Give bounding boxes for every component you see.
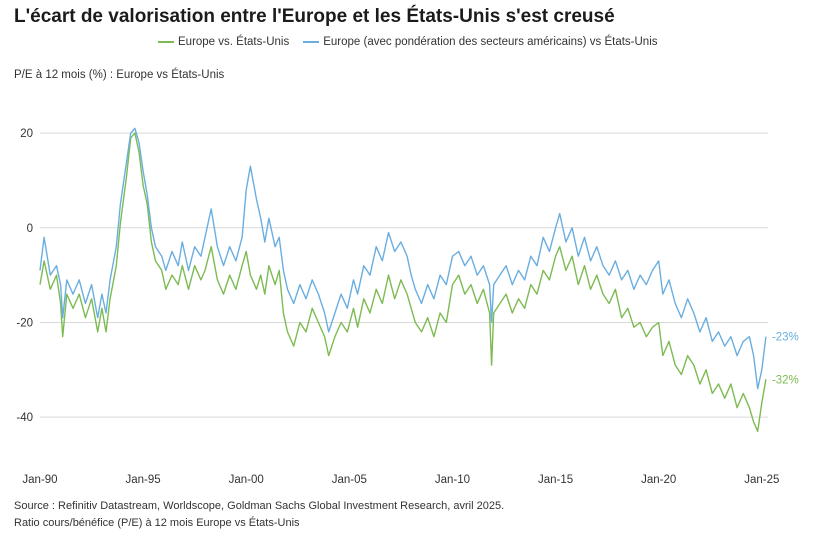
ratio-note: Ratio cours/bénéfice (P/E) à 12 mois Eur… — [14, 517, 300, 529]
x-tick-label: Jan-00 — [229, 474, 264, 486]
legend-item-europe-weighted: Europe (avec pondération des secteurs am… — [303, 36, 658, 48]
legend-swatch-blue — [303, 41, 320, 43]
legend-label-europe: Europe vs. États-Unis — [178, 36, 290, 48]
chart-legend: Europe vs. États-Unis Europe (avec pondé… — [158, 36, 658, 48]
chart-title: L'écart de valorisation entre l'Europe e… — [14, 6, 615, 27]
end-label-europe: -32% — [772, 374, 799, 386]
x-tick-label: Jan-95 — [126, 474, 161, 486]
x-tick-label: Jan-25 — [744, 474, 779, 486]
x-tick-label: Jan-10 — [435, 474, 470, 486]
legend-swatch-green — [158, 41, 174, 43]
source-note: Source : Refinitiv Datastream, Worldscop… — [14, 500, 505, 512]
series-line-europe — [39, 132, 767, 432]
chart-footer: Source : Refinitiv Datastream, Worldscop… — [14, 498, 504, 532]
end-label-europe-weighted: -23% — [772, 332, 799, 344]
y-axis-label: P/E à 12 mois (%) : Europe vs États-Unis — [14, 69, 225, 81]
y-tick-label: 20 — [20, 128, 33, 140]
y-tick-label: -20 — [16, 317, 33, 329]
y-tick-label: -40 — [16, 412, 33, 424]
x-tick-label: Jan-05 — [332, 474, 367, 486]
legend-label-europe-weighted: Europe (avec pondération des secteurs am… — [323, 36, 658, 48]
x-tick-label: Jan-20 — [641, 474, 676, 486]
x-tick-label: Jan-90 — [22, 474, 57, 486]
x-tick-label: Jan-15 — [538, 474, 573, 486]
series-line-europe-weighted — [39, 127, 767, 390]
y-tick-label: 0 — [27, 223, 33, 235]
legend-item-europe: Europe vs. États-Unis — [158, 36, 289, 48]
